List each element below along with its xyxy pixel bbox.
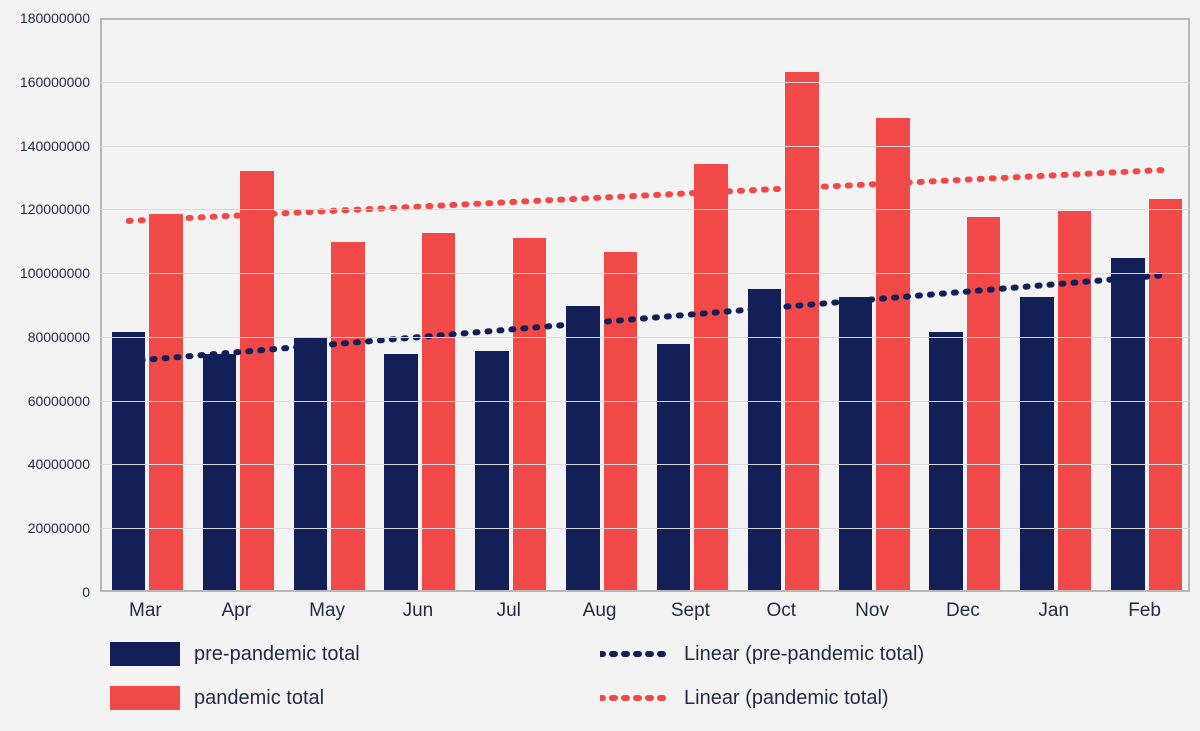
- y-tick-label: 120000000: [0, 201, 90, 217]
- gridline: [100, 401, 1190, 402]
- y-tick-label: 60000000: [0, 393, 90, 409]
- legend-label: pre-pandemic total: [194, 643, 360, 666]
- trendline-pandemic_trend: [129, 170, 1166, 221]
- legend-label: pandemic total: [194, 687, 324, 710]
- gridline: [100, 464, 1190, 465]
- legend-item-pre_pandemic: pre-pandemic total: [110, 642, 360, 666]
- y-tick-label: 160000000: [0, 74, 90, 90]
- y-tick-label: 180000000: [0, 10, 90, 26]
- x-tick-label: Dec: [946, 600, 980, 622]
- legend-item-pre_pandemic_trend: Linear (pre-pandemic total): [600, 642, 924, 666]
- legend-line-swatch: [600, 686, 670, 710]
- x-tick-label: Jun: [403, 600, 434, 622]
- legend-label: Linear (pandemic total): [684, 687, 889, 710]
- chart-frame: 0 20000000 40000000 60000000 80000000 1000000…: [0, 0, 1200, 731]
- x-tick-label: Feb: [1128, 600, 1161, 622]
- trendline-pre_pandemic_trend: [129, 275, 1166, 361]
- gridline: [100, 82, 1190, 83]
- x-tick-label: Nov: [855, 600, 889, 622]
- gridline: [100, 209, 1190, 210]
- y-tick-label: 0: [0, 584, 90, 600]
- y-tick-label: 140000000: [0, 138, 90, 154]
- trendlines-layer: [102, 20, 1192, 594]
- x-tick-label: Jul: [497, 600, 521, 622]
- gridline: [100, 273, 1190, 274]
- legend-swatch: [110, 642, 180, 666]
- gridline: [100, 528, 1190, 529]
- legend-line-swatch: [600, 642, 670, 666]
- y-tick-label: 40000000: [0, 456, 90, 472]
- x-tick-label: Oct: [766, 600, 796, 622]
- x-tick-label: Aug: [583, 600, 617, 622]
- legend-swatch: [110, 686, 180, 710]
- x-tick-label: May: [309, 600, 345, 622]
- x-tick-label: Sept: [671, 600, 710, 622]
- y-tick-label: 100000000: [0, 265, 90, 281]
- y-tick-label: 20000000: [0, 520, 90, 536]
- gridline: [100, 337, 1190, 338]
- legend-item-pandemic: pandemic total: [110, 686, 324, 710]
- gridline: [100, 146, 1190, 147]
- y-tick-label: 80000000: [0, 329, 90, 345]
- x-tick-label: Mar: [129, 600, 162, 622]
- legend-label: Linear (pre-pandemic total): [684, 643, 924, 666]
- plot-area: [100, 18, 1190, 592]
- x-tick-label: Jan: [1038, 600, 1069, 622]
- legend-item-pandemic_trend: Linear (pandemic total): [600, 686, 889, 710]
- x-tick-label: Apr: [221, 600, 251, 622]
